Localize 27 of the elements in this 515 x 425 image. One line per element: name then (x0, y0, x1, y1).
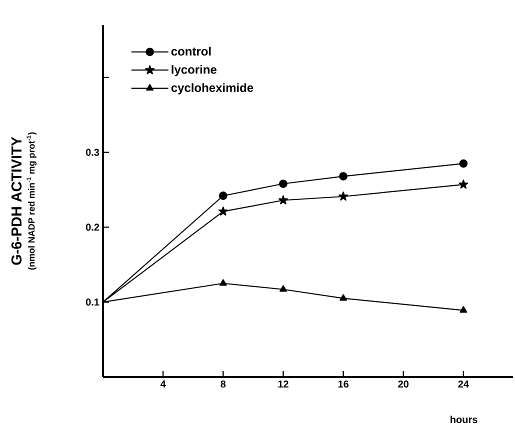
y-tick-label: 0.1 (86, 298, 100, 306)
point (219, 279, 227, 286)
x-tick-label: 12 (278, 380, 288, 388)
x-tick-label: 20 (398, 380, 409, 388)
text: (nmol NADP red min$^{-1}$ mg prot$^{-1}$) (26, 132, 36, 270)
x-tick-label: 24 (458, 380, 469, 388)
y-tick-label: 0.2 (86, 224, 100, 231)
point (278, 195, 288, 204)
point (218, 192, 228, 200)
point (458, 180, 468, 189)
x-axis-title: hours (450, 416, 478, 424)
x-tick-label: 16 (338, 380, 348, 388)
point (338, 192, 348, 201)
point (218, 206, 228, 216)
legend-label: control (171, 46, 211, 56)
y-tick-label: 0.3 (86, 148, 100, 156)
point (339, 172, 348, 180)
point (280, 285, 287, 292)
point (279, 180, 288, 188)
point (460, 306, 468, 313)
legend-label: cycloheximide (171, 83, 254, 94)
x-tick-label: 8 (220, 380, 226, 388)
point (459, 159, 468, 168)
y-axis-title: G-6-PDH ACTIVITY (11, 136, 22, 265)
x-tick-label: 4 (160, 380, 166, 388)
point (340, 294, 348, 301)
legend-label: lycorine (172, 64, 216, 76)
